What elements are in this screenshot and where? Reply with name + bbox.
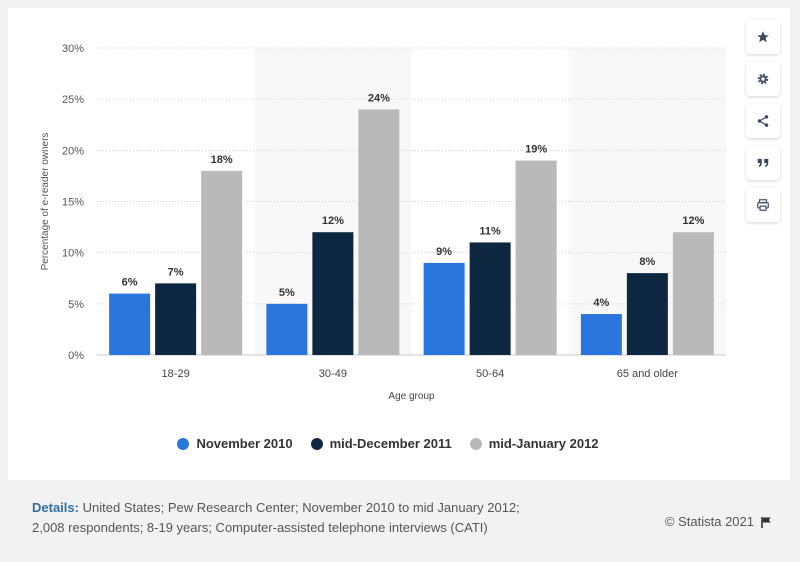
y-tick-label: 5%: [68, 299, 84, 311]
y-tick-label: 10%: [62, 248, 84, 260]
y-tick-label: 15%: [62, 197, 84, 209]
chart-toolbar: [746, 20, 780, 222]
data-label: 19%: [525, 144, 547, 156]
share-button[interactable]: [746, 104, 780, 138]
favorite-button[interactable]: [746, 20, 780, 54]
print-button[interactable]: [746, 188, 780, 222]
bar: [672, 232, 714, 355]
data-label: 7%: [168, 266, 184, 278]
legend-swatch: [310, 437, 323, 450]
cite-button[interactable]: [746, 146, 780, 180]
data-label: 5%: [279, 287, 295, 299]
bar: [358, 109, 400, 356]
statista-credit[interactable]: © Statista 2021: [665, 514, 772, 529]
legend-label: mid-December 2011: [329, 436, 452, 451]
legend-label: mid-January 2012: [488, 436, 599, 451]
data-label: 6%: [122, 277, 138, 289]
legend-item-mid-january-2012[interactable]: mid-January 2012: [469, 436, 599, 451]
flag-icon: [761, 516, 771, 528]
bar: [312, 232, 354, 355]
legend: November 2010 mid-December 2011 mid-Janu…: [8, 436, 768, 451]
data-label: 18%: [211, 154, 233, 166]
y-tick-label: 25%: [62, 94, 84, 106]
y-tick-label: 20%: [62, 145, 84, 157]
y-tick-label: 30%: [62, 43, 84, 55]
bar: [201, 170, 243, 355]
credit-text: © Statista 2021: [664, 514, 754, 529]
bar: [423, 262, 465, 355]
quote-icon: [757, 158, 769, 168]
star-icon: [757, 31, 769, 43]
legend-swatch: [177, 437, 190, 450]
data-label: 8%: [639, 256, 655, 268]
legend-swatch: [469, 437, 482, 450]
data-label: 11%: [479, 225, 501, 237]
bar: [266, 303, 308, 355]
footer: Details: United States; Pew Research Cen…: [0, 480, 800, 562]
legend-label: November 2010: [196, 436, 293, 451]
details-body: United States; Pew Research Center; Nove…: [32, 500, 520, 535]
print-icon: [757, 199, 769, 211]
chart-card: 0% 5% 10% 15% 20% 25% 30% 6% 7% 18% 18-29 5% 12% 24% 3…: [8, 8, 790, 480]
x-tick-label: 30-49: [319, 368, 347, 380]
y-axis-title: Percentage of e-reader owners: [40, 133, 51, 271]
bar: [515, 160, 557, 355]
share-icon: [757, 115, 769, 127]
bar: [626, 273, 668, 355]
bar-chart: 0% 5% 10% 15% 20% 25% 30% 6% 7% 18% 18-29 5% 12% 24% 3…: [40, 43, 726, 402]
x-tick-label: 65 and older: [617, 368, 678, 380]
data-label: 9%: [436, 246, 452, 258]
x-tick-label: 18-29: [162, 368, 190, 380]
data-label: 24%: [368, 92, 390, 104]
bar: [155, 283, 197, 355]
x-tick-label: 50-64: [476, 368, 504, 380]
gear-icon: [757, 73, 769, 85]
bar: [109, 293, 151, 355]
bar: [580, 314, 622, 355]
legend-item-november-2010[interactable]: November 2010: [177, 436, 293, 451]
data-label: 12%: [682, 215, 704, 227]
details-label: Details:: [32, 500, 79, 515]
legend-item-mid-december-2011[interactable]: mid-December 2011: [310, 436, 452, 451]
data-label: 4%: [593, 297, 609, 309]
details-text: Details: United States; Pew Research Cen…: [32, 498, 552, 538]
y-tick-label: 0%: [68, 350, 84, 362]
x-axis-title: Age group: [388, 391, 435, 402]
settings-button[interactable]: [746, 62, 780, 96]
data-label: 12%: [322, 215, 344, 227]
bar: [469, 242, 511, 355]
